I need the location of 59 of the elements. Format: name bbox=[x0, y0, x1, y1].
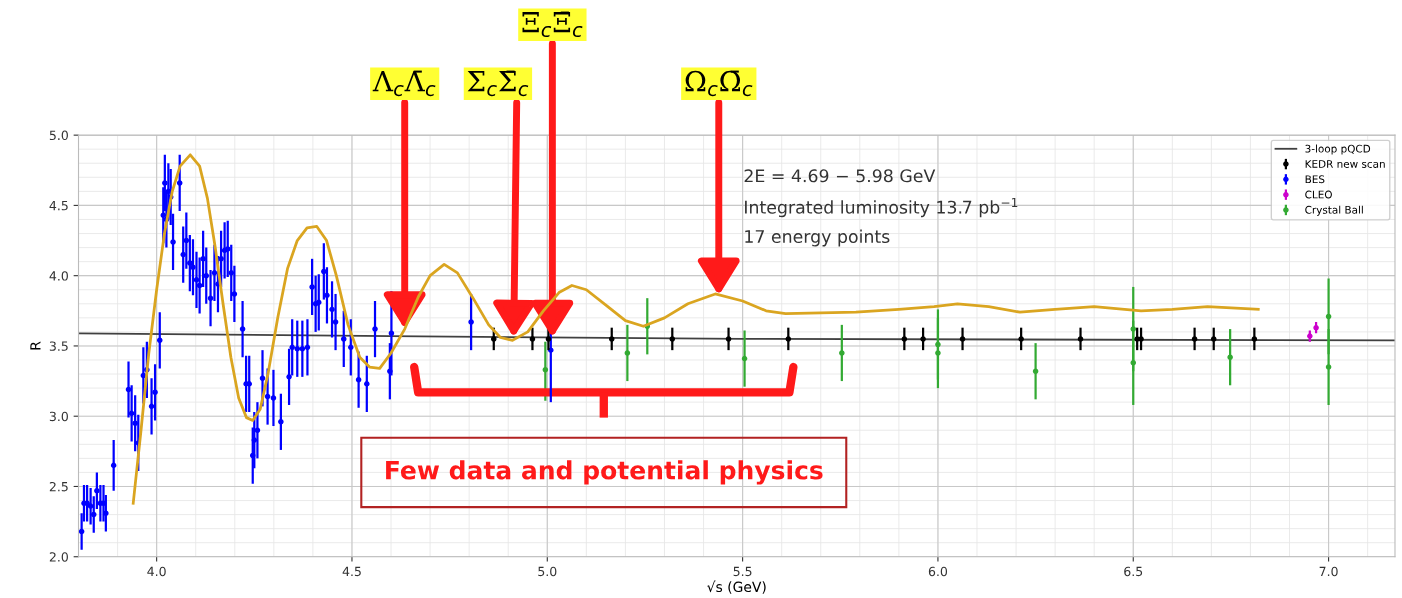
point bbox=[935, 341, 941, 348]
x-tick-label: 7.0 bbox=[1319, 566, 1338, 577]
legend-label: 3-loop pQCD bbox=[1305, 144, 1371, 155]
y-tick-label: 4.0 bbox=[49, 271, 68, 281]
point bbox=[839, 350, 845, 356]
x-tick-label: 4.0 bbox=[147, 566, 166, 577]
annotation: 17 energy points bbox=[745, 229, 890, 247]
annotation: Ξ$_{c}$Ξ̄$_{c}$ bbox=[522, 11, 583, 38]
point bbox=[1191, 336, 1198, 342]
point bbox=[1077, 336, 1084, 342]
annotation: Few data and potential physics bbox=[386, 460, 823, 485]
annotation: Λ$_{c}$Λ̄$_{c}$ bbox=[372, 70, 436, 97]
point bbox=[785, 336, 792, 342]
y-axis-title: R bbox=[30, 341, 41, 350]
point bbox=[490, 336, 497, 342]
point bbox=[1227, 354, 1233, 360]
legend-label: Crystal Ball bbox=[1305, 205, 1363, 216]
y-tick-label: 2.0 bbox=[49, 552, 68, 562]
x-tick-label: 5.5 bbox=[733, 566, 752, 577]
point bbox=[542, 367, 549, 373]
y-tick-label: 2.5 bbox=[49, 481, 68, 492]
annotation: Σ$_{c}$Σ̄$_{c}$ bbox=[467, 70, 529, 97]
point bbox=[1130, 360, 1137, 366]
point bbox=[1210, 336, 1217, 342]
point bbox=[1138, 336, 1144, 342]
point bbox=[935, 350, 941, 356]
point bbox=[669, 336, 676, 342]
x-tick-label: 6.0 bbox=[928, 566, 948, 577]
y-tick-label: 5.0 bbox=[49, 130, 68, 141]
annotation: Ω$_{c}$Ω̄$_{c}$ bbox=[685, 70, 753, 97]
point bbox=[1018, 336, 1024, 342]
point bbox=[1325, 364, 1332, 370]
point bbox=[608, 336, 615, 342]
point bbox=[529, 336, 536, 342]
point bbox=[1325, 313, 1332, 320]
point bbox=[1251, 336, 1258, 342]
legend-label: BES bbox=[1305, 175, 1325, 184]
line-series bbox=[131, 153, 1260, 505]
x-tick-label: 6.5 bbox=[1124, 566, 1143, 577]
y-tick-label: 3.0 bbox=[49, 411, 68, 422]
point bbox=[1032, 368, 1039, 375]
line-series bbox=[78, 332, 1395, 342]
y-tick-label: 3.5 bbox=[49, 341, 68, 351]
point bbox=[959, 336, 966, 342]
point bbox=[1130, 326, 1137, 332]
point bbox=[545, 336, 552, 342]
point bbox=[624, 350, 631, 356]
annotation: Integrated luminosity 13.7 pb$^{−1}$ bbox=[745, 198, 1018, 218]
legend-label: KEDR new scan bbox=[1305, 160, 1385, 168]
legend-label: CLEO bbox=[1305, 190, 1332, 199]
point bbox=[920, 336, 926, 342]
point bbox=[725, 336, 732, 342]
x-tick-label: 4.5 bbox=[342, 566, 361, 577]
y-tick-label: 4.5 bbox=[49, 201, 68, 211]
annotation: 2E = 4.69 − 5.98 GeV bbox=[744, 169, 936, 183]
point bbox=[741, 355, 748, 362]
x-axis-title: √s (GeV) bbox=[707, 580, 766, 594]
x-tick-label: 5.0 bbox=[538, 566, 557, 577]
point bbox=[901, 336, 908, 342]
